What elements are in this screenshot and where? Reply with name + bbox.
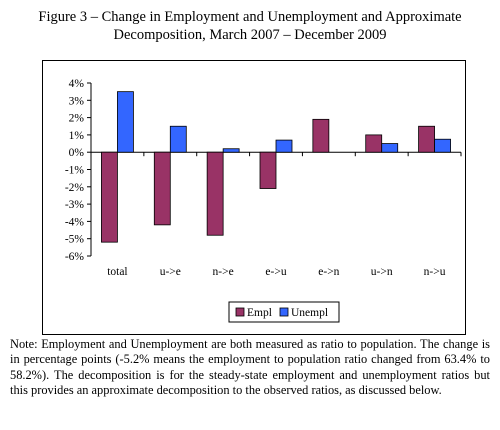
y-tick-label: -6% — [65, 251, 85, 263]
bar-unempl — [222, 148, 240, 153]
y-tick-label: 2% — [69, 113, 85, 125]
bar-empl — [153, 151, 171, 226]
x-tick-label: total — [107, 266, 127, 278]
x-tick-label: n->u — [424, 266, 446, 278]
figure-title-line-2: Decomposition, March 2007 – December 200… — [113, 27, 387, 43]
bar-empl — [206, 151, 224, 236]
y-tick-label: -3% — [65, 199, 85, 211]
bar-empl — [418, 125, 435, 153]
y-tick-label: -5% — [65, 234, 85, 246]
x-tick-label: e->n — [318, 266, 339, 278]
legend-label-empl: Empl — [247, 307, 272, 319]
y-tick-label: 0% — [69, 147, 85, 159]
legend-swatch-empl — [235, 307, 245, 317]
bar-empl — [312, 118, 330, 153]
bar-chart: 4% 3% 2% 1% 0% -1% -2% -3% -4% -5% -6% total u->e n->… — [65, 78, 462, 323]
x-tick-label: u->n — [371, 266, 393, 278]
y-tick-label: 3% — [69, 95, 85, 107]
x-tick-label: u->e — [160, 266, 181, 278]
y-tick-label: -2% — [65, 182, 85, 194]
y-tick-label: 1% — [69, 130, 85, 142]
y-tick-label: -1% — [65, 165, 85, 177]
figure-title: Figure 3 – Change in Employment and Unem… — [10, 8, 490, 44]
bar-empl — [259, 151, 277, 189]
figure-note: Note: Employment and Unemployment are bo… — [10, 337, 490, 397]
bar-empl — [365, 134, 383, 153]
x-tick-label: e->u — [265, 266, 286, 278]
bar-unempl — [169, 125, 187, 153]
y-tick-label: 4% — [69, 78, 85, 90]
x-tick-label: n->e — [213, 266, 234, 278]
bar-unempl — [117, 91, 134, 153]
y-tick-label: -4% — [65, 216, 85, 228]
bar-unempl — [434, 138, 451, 153]
chart-area: 4% 3% 2% 1% 0% -1% -2% -3% -4% -5% -6% total u->e n->… — [42, 60, 466, 335]
legend-swatch-unempl — [279, 307, 289, 317]
bar-empl — [101, 151, 118, 243]
legend-label-unempl: Unempl — [291, 307, 328, 319]
bar-unempl — [381, 143, 399, 153]
bar-unempl — [275, 139, 293, 153]
figure-title-line-1: Figure 3 – Change in Employment and Unem… — [38, 9, 462, 25]
